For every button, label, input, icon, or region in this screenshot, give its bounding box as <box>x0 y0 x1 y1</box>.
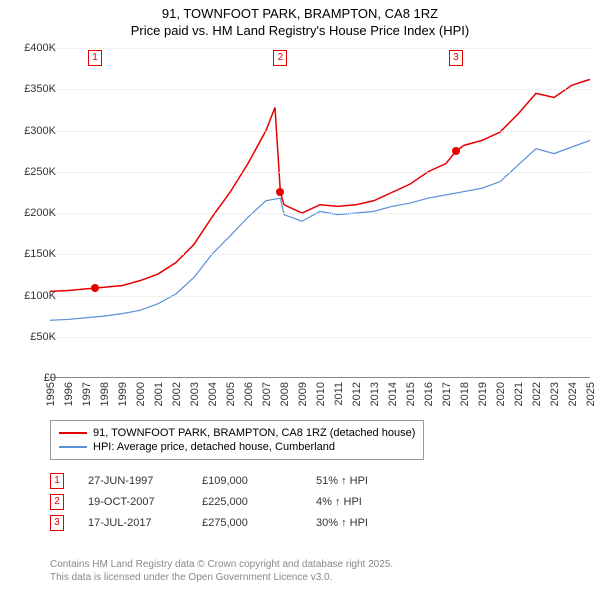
transaction-delta: 4% ↑ HPI <box>316 496 406 508</box>
footer: Contains HM Land Registry data © Crown c… <box>50 558 393 584</box>
legend-swatch <box>59 432 87 434</box>
gridline <box>50 337 590 338</box>
x-axis-label: 2004 <box>207 382 219 406</box>
transactions-table: 1 27-JUN-1997 £109,000 51% ↑ HPI 2 19-OCT-200… <box>50 468 406 536</box>
x-axis-label: 2019 <box>477 382 489 406</box>
x-axis-label: 2014 <box>387 382 399 406</box>
x-axis-label: 2015 <box>405 382 417 406</box>
transaction-date: 19-OCT-2007 <box>88 496 178 508</box>
series-line-hpi <box>50 140 590 320</box>
x-axis-label: 1995 <box>45 382 57 406</box>
x-axis-label: 2008 <box>279 382 291 406</box>
gridline <box>50 89 590 90</box>
x-axis-label: 2009 <box>297 382 309 406</box>
sale-marker-box: 1 <box>88 50 102 66</box>
gridline <box>50 172 590 173</box>
x-axis-label: 1997 <box>81 382 93 406</box>
gridline <box>50 131 590 132</box>
x-axis-label: 2007 <box>261 382 273 406</box>
title-block: 91, TOWNFOOT PARK, BRAMPTON, CA8 1RZ Pri… <box>0 0 600 40</box>
y-axis-label: £200K <box>24 207 56 219</box>
x-axis-label: 2012 <box>351 382 363 406</box>
footer-line1: Contains HM Land Registry data © Crown c… <box>50 558 393 571</box>
x-axis-label: 2016 <box>423 382 435 406</box>
series-line-price_paid <box>50 79 590 291</box>
legend-label: 91, TOWNFOOT PARK, BRAMPTON, CA8 1RZ (de… <box>93 427 415 439</box>
legend-swatch <box>59 446 87 448</box>
x-axis-label: 2023 <box>549 382 561 406</box>
sale-marker-box: 3 <box>449 50 463 66</box>
gridline <box>50 296 590 297</box>
legend-label: HPI: Average price, detached house, Cumb… <box>93 441 335 453</box>
transaction-marker: 2 <box>50 494 64 510</box>
transaction-marker: 3 <box>50 515 64 531</box>
transaction-row: 2 19-OCT-2007 £225,000 4% ↑ HPI <box>50 494 406 510</box>
sale-marker-dot <box>91 284 99 292</box>
x-axis-label: 2006 <box>243 382 255 406</box>
y-axis-label: £300K <box>24 125 56 137</box>
transaction-marker: 1 <box>50 473 64 489</box>
y-axis-label: £250K <box>24 166 56 178</box>
transaction-price: £109,000 <box>202 475 292 487</box>
chart-container: 91, TOWNFOOT PARK, BRAMPTON, CA8 1RZ Pri… <box>0 0 600 590</box>
x-axis-label: 2010 <box>315 382 327 406</box>
title-line2: Price paid vs. HM Land Registry's House … <box>0 23 600 40</box>
transaction-delta: 51% ↑ HPI <box>316 475 406 487</box>
transaction-delta: 30% ↑ HPI <box>316 517 406 529</box>
x-axis-label: 2013 <box>369 382 381 406</box>
x-axis-label: 1999 <box>117 382 129 406</box>
x-axis-label: 2025 <box>585 382 597 406</box>
transaction-price: £275,000 <box>202 517 292 529</box>
legend-row: HPI: Average price, detached house, Cumb… <box>59 441 415 453</box>
transaction-row: 3 17-JUL-2017 £275,000 30% ↑ HPI <box>50 515 406 531</box>
x-axis-label: 2005 <box>225 382 237 406</box>
gridline <box>50 254 590 255</box>
chart-area: 1 2 3 <box>50 48 590 378</box>
y-axis-label: £150K <box>24 248 56 260</box>
legend-row: 91, TOWNFOOT PARK, BRAMPTON, CA8 1RZ (de… <box>59 427 415 439</box>
y-axis-label: £400K <box>24 42 56 54</box>
gridline <box>50 48 590 49</box>
transaction-date: 27-JUN-1997 <box>88 475 178 487</box>
y-axis-label: £100K <box>24 290 56 302</box>
transaction-price: £225,000 <box>202 496 292 508</box>
x-axis-label: 2003 <box>189 382 201 406</box>
sale-marker-dot <box>276 188 284 196</box>
x-axis-label: 2022 <box>531 382 543 406</box>
sale-marker-dot <box>452 147 460 155</box>
transaction-date: 17-JUL-2017 <box>88 517 178 529</box>
x-axis-label: 2002 <box>171 382 183 406</box>
x-axis-label: 2001 <box>153 382 165 406</box>
x-axis-label: 1998 <box>99 382 111 406</box>
footer-line2: This data is licensed under the Open Gov… <box>50 571 393 584</box>
x-axis-label: 2011 <box>333 382 345 406</box>
y-axis-label: £350K <box>24 83 56 95</box>
x-axis-label: 2020 <box>495 382 507 406</box>
y-axis-label: £50K <box>30 331 56 343</box>
gridline <box>50 213 590 214</box>
title-line1: 91, TOWNFOOT PARK, BRAMPTON, CA8 1RZ <box>0 6 600 23</box>
sale-marker-box: 2 <box>273 50 287 66</box>
x-axis-label: 2017 <box>441 382 453 406</box>
x-axis-label: 2000 <box>135 382 147 406</box>
x-axis-label: 2024 <box>567 382 579 406</box>
x-axis-label: 2021 <box>513 382 525 406</box>
transaction-row: 1 27-JUN-1997 £109,000 51% ↑ HPI <box>50 473 406 489</box>
x-axis-label: 1996 <box>63 382 75 406</box>
legend: 91, TOWNFOOT PARK, BRAMPTON, CA8 1RZ (de… <box>50 420 424 460</box>
x-axis-label: 2018 <box>459 382 471 406</box>
